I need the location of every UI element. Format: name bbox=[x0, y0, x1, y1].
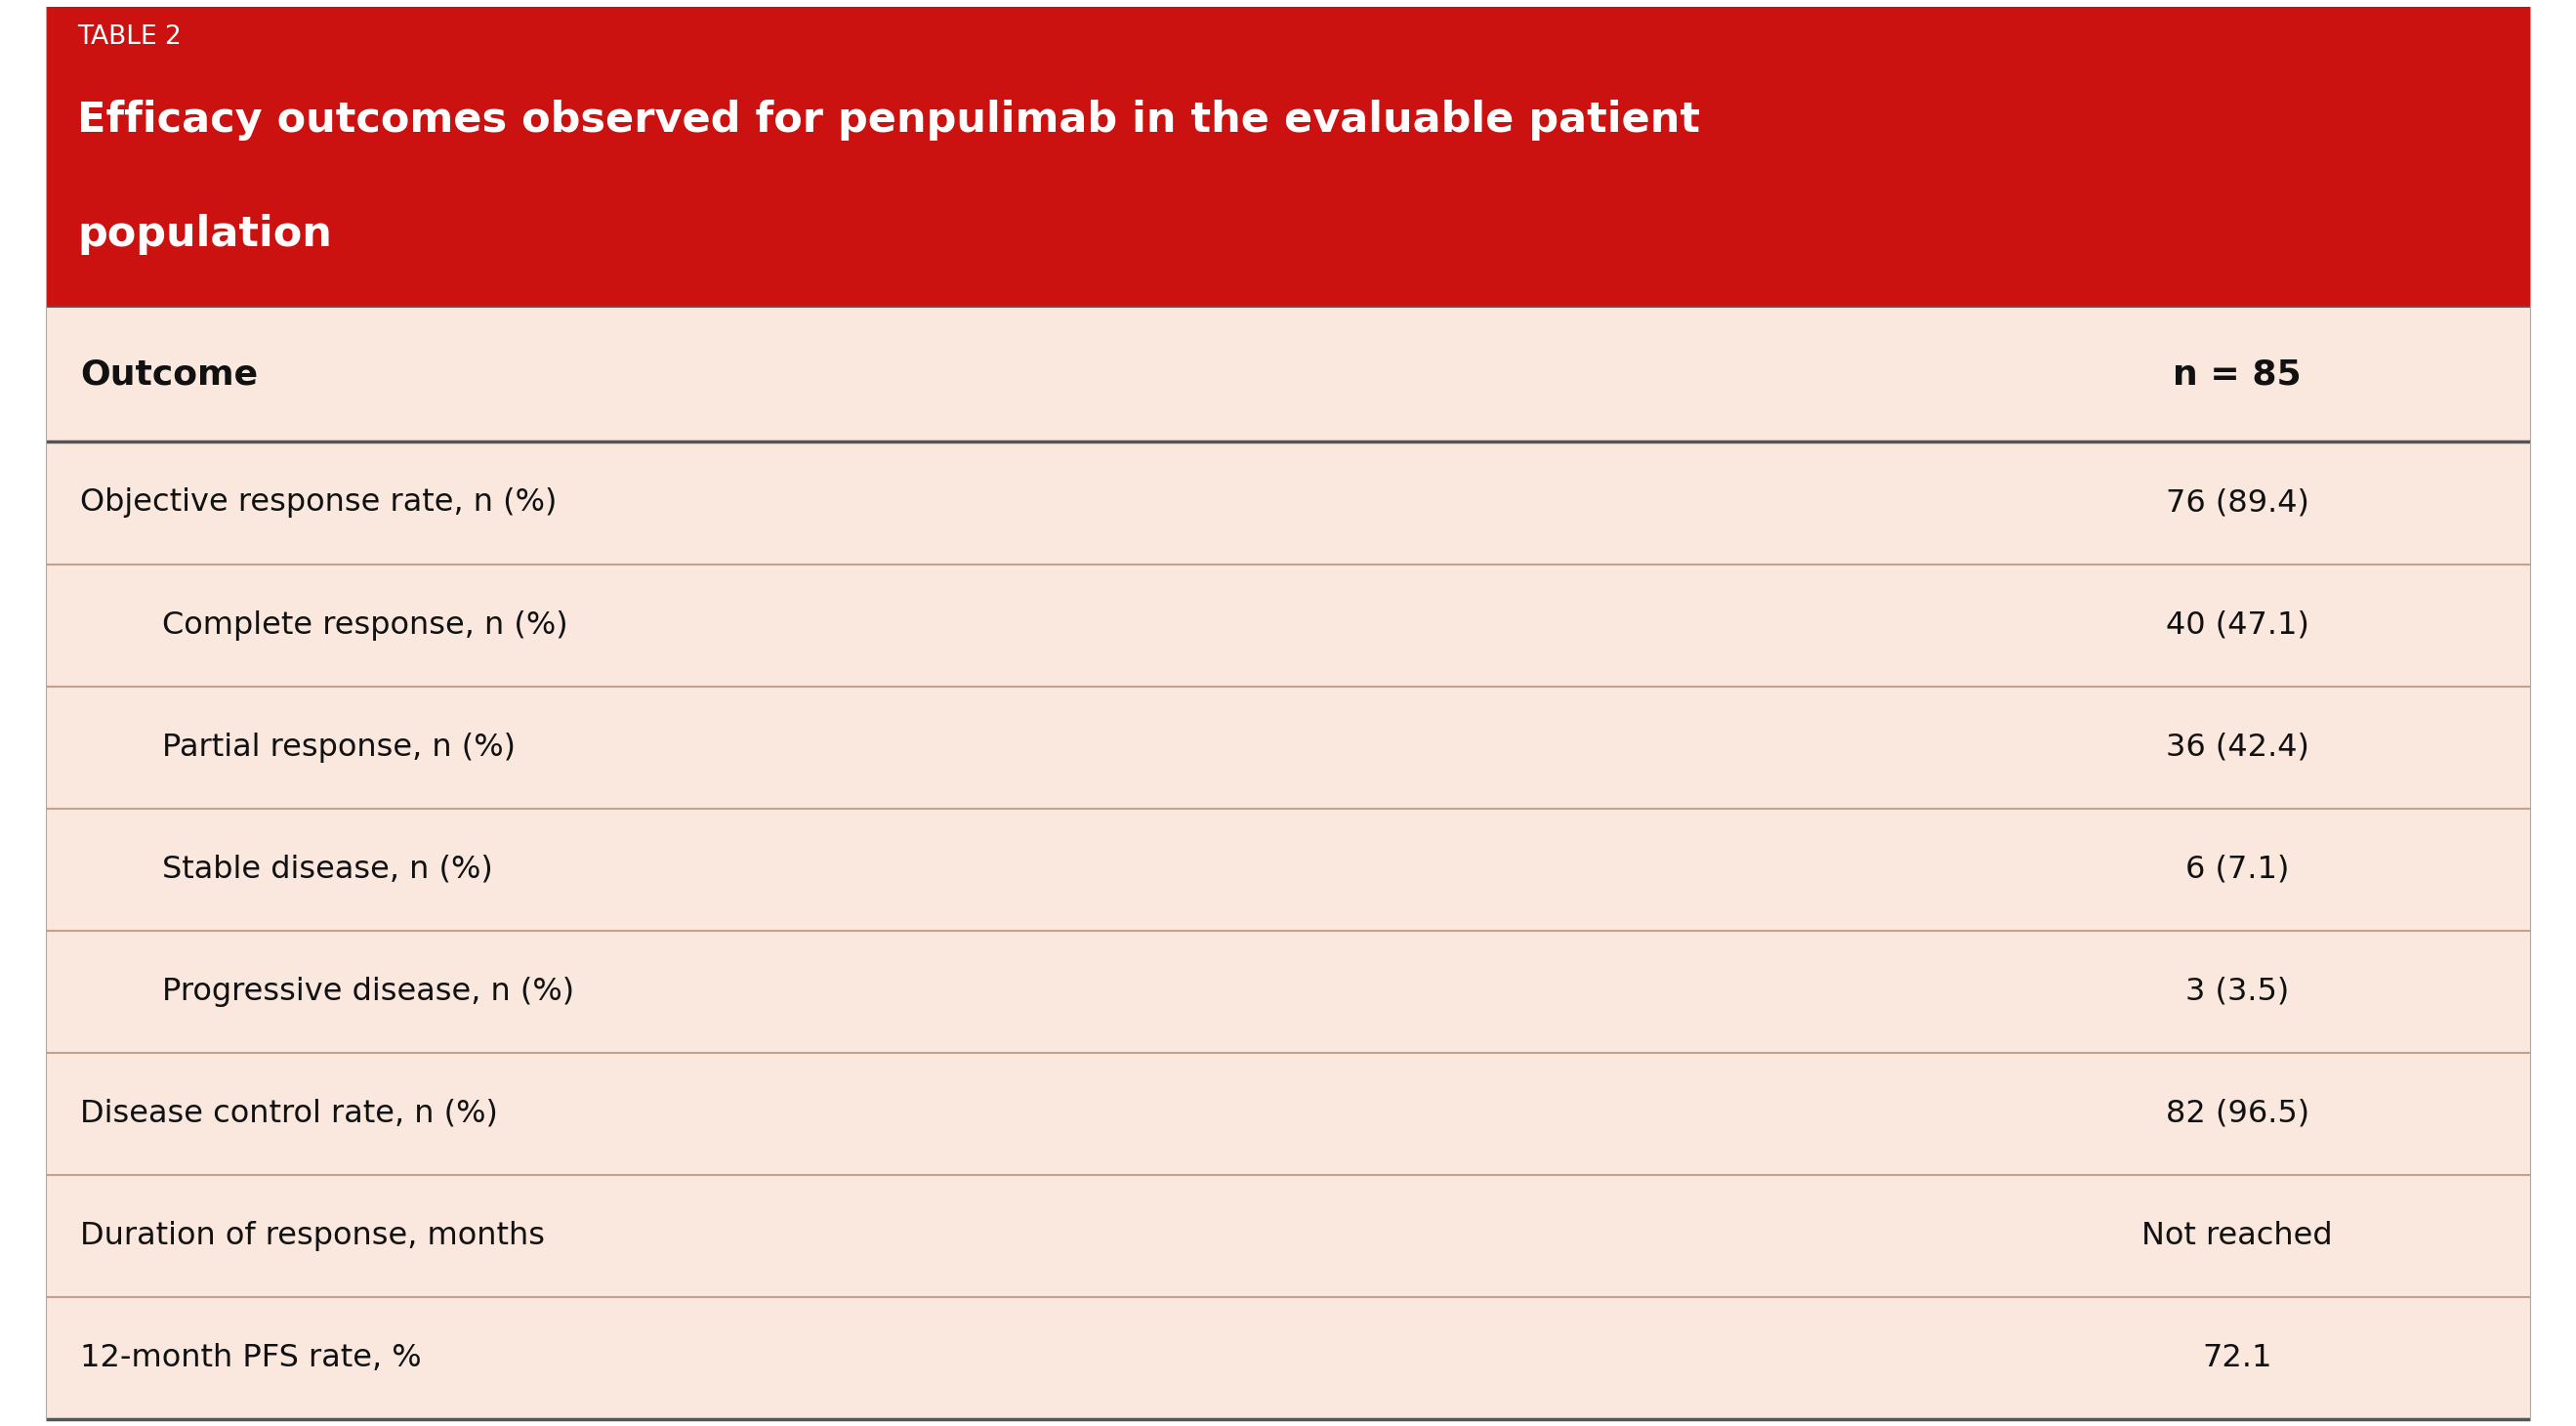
Text: 40 (47.1): 40 (47.1) bbox=[2166, 610, 2308, 640]
Text: Stable disease, n (%): Stable disease, n (%) bbox=[162, 854, 492, 884]
Text: Not reached: Not reached bbox=[2141, 1221, 2334, 1251]
Bar bbox=[46, 7, 2530, 307]
Text: n = 85: n = 85 bbox=[2174, 358, 2300, 391]
Text: 36 (42.4): 36 (42.4) bbox=[2166, 732, 2308, 763]
Text: Duration of response, months: Duration of response, months bbox=[80, 1221, 544, 1251]
Bar bbox=[46, 442, 2530, 565]
Text: 3 (3.5): 3 (3.5) bbox=[2184, 977, 2290, 1007]
Text: Disease control rate, n (%): Disease control rate, n (%) bbox=[80, 1098, 497, 1129]
Text: population: population bbox=[77, 214, 332, 255]
Text: 76 (89.4): 76 (89.4) bbox=[2166, 488, 2308, 518]
Text: 82 (96.5): 82 (96.5) bbox=[2166, 1098, 2308, 1129]
Bar bbox=[46, 565, 2530, 686]
Bar bbox=[46, 307, 2530, 442]
Text: Partial response, n (%): Partial response, n (%) bbox=[162, 732, 515, 763]
Text: Progressive disease, n (%): Progressive disease, n (%) bbox=[162, 977, 574, 1007]
Bar bbox=[46, 1052, 2530, 1175]
Bar bbox=[46, 930, 2530, 1052]
Text: Complete response, n (%): Complete response, n (%) bbox=[162, 610, 569, 640]
Bar bbox=[46, 686, 2530, 809]
Text: Efficacy outcomes observed for penpulimab in the evaluable patient: Efficacy outcomes observed for penpulima… bbox=[77, 100, 1700, 141]
Text: 6 (7.1): 6 (7.1) bbox=[2184, 854, 2290, 884]
Text: 72.1: 72.1 bbox=[2202, 1343, 2272, 1373]
Bar bbox=[46, 1296, 2530, 1419]
Text: TABLE 2: TABLE 2 bbox=[77, 24, 180, 50]
Text: 12-month PFS rate, %: 12-month PFS rate, % bbox=[80, 1343, 422, 1373]
Bar bbox=[46, 809, 2530, 930]
Text: Outcome: Outcome bbox=[80, 358, 258, 391]
Bar bbox=[46, 1175, 2530, 1296]
Text: Objective response rate, n (%): Objective response rate, n (%) bbox=[80, 488, 556, 518]
